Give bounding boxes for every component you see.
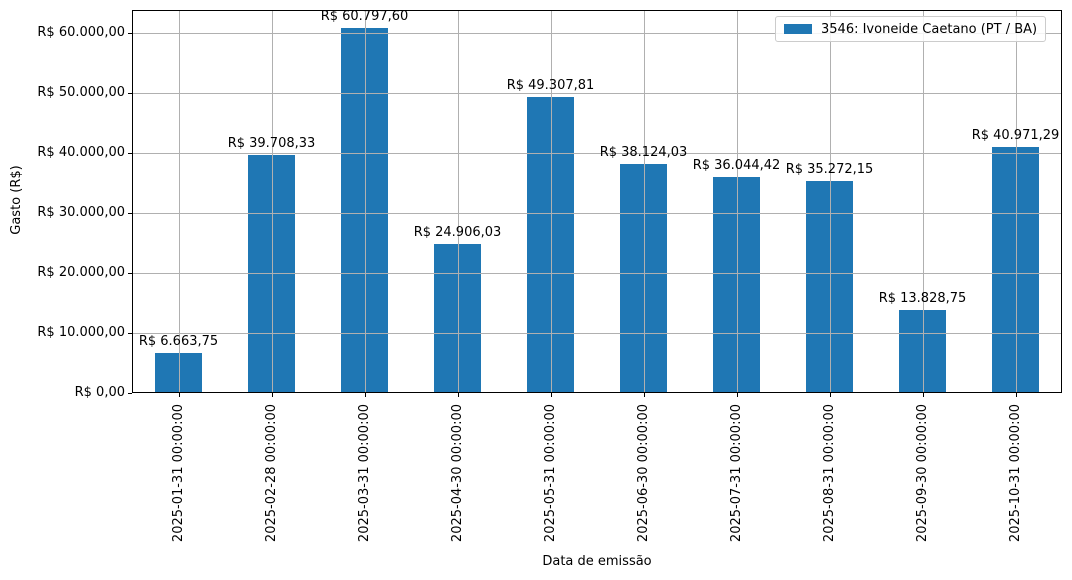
x-tick-mark — [922, 393, 924, 397]
gridline-horizontal — [132, 93, 1062, 95]
y-axis-title: Gasto (R$) — [9, 165, 24, 235]
x-tick-mark — [829, 393, 831, 397]
y-tick-mark — [128, 153, 132, 154]
y-tick-mark — [128, 93, 132, 95]
x-tick-label: 2025-02-28 00:00:00 — [263, 404, 279, 543]
bar-value-label: R$ 38.124,03 — [599, 145, 688, 161]
legend: 3546: Ivoneide Caetano (PT / BA) — [775, 16, 1047, 42]
x-tick-label: 2025-08-31 00:00:00 — [821, 404, 837, 543]
gridline-vertical — [922, 10, 924, 393]
gridline-vertical — [1015, 10, 1017, 393]
y-tick-label: R$ 0,00 — [74, 385, 125, 400]
y-tick-mark — [128, 333, 132, 334]
x-tick-mark — [178, 393, 180, 397]
bar-value-label: R$ 36.044,42 — [692, 157, 781, 173]
gridline-vertical — [736, 10, 738, 393]
legend-swatch — [784, 24, 812, 34]
x-tick-label: 2025-05-31 00:00:00 — [542, 404, 558, 543]
bar-value-label: R$ 24.906,03 — [413, 224, 502, 240]
y-tick-label: R$ 30.000,00 — [37, 205, 125, 220]
x-tick-mark — [550, 393, 552, 397]
y-tick-mark — [128, 273, 132, 274]
x-tick-label: 2025-01-31 00:00:00 — [170, 404, 186, 543]
x-axis-title: Data de emissão — [542, 554, 652, 569]
gridline-vertical — [829, 10, 831, 393]
y-tick-label: R$ 10.000,00 — [37, 325, 125, 340]
bar-value-label: R$ 40.971,29 — [971, 128, 1060, 144]
gridline-horizontal — [132, 33, 1062, 35]
x-tick-mark — [271, 393, 273, 397]
bar-value-label: R$ 60.797,60 — [320, 9, 409, 25]
x-tick-mark — [364, 393, 366, 397]
x-tick-label: 2025-06-30 00:00:00 — [635, 404, 651, 543]
gridline-horizontal — [132, 333, 1062, 334]
x-tick-mark — [643, 393, 645, 397]
x-tick-mark — [1015, 393, 1017, 397]
gridline-vertical — [364, 10, 366, 393]
gridline-vertical — [643, 10, 645, 393]
y-tick-label: R$ 50.000,00 — [37, 85, 125, 101]
gridline-vertical — [271, 10, 273, 393]
bar-value-label: R$ 6.663,75 — [138, 334, 219, 350]
y-tick-label: R$ 40.000,00 — [37, 145, 125, 160]
bar-value-label: R$ 39.708,33 — [227, 135, 316, 151]
x-tick-label: 2025-04-30 00:00:00 — [449, 404, 465, 543]
bar-value-label: R$ 13.828,75 — [878, 291, 967, 307]
bar-value-label: R$ 35.272,15 — [785, 162, 874, 178]
bar-value-label: R$ 49.307,81 — [506, 78, 595, 94]
gridline-horizontal — [132, 213, 1062, 214]
y-tick-mark — [128, 33, 132, 35]
y-tick-mark — [128, 393, 132, 394]
x-tick-mark — [457, 393, 459, 397]
y-tick-mark — [128, 213, 132, 214]
y-tick-label: R$ 60.000,00 — [37, 25, 125, 41]
gridline-vertical — [550, 10, 552, 393]
legend-label: 3546: Ivoneide Caetano (PT / BA) — [821, 21, 1038, 37]
gridline-horizontal — [132, 273, 1062, 274]
x-tick-label: 2025-10-31 00:00:00 — [1007, 404, 1023, 543]
x-tick-mark — [736, 393, 738, 397]
gridline-vertical — [178, 10, 180, 393]
gridline-horizontal — [132, 153, 1062, 154]
y-tick-label: R$ 20.000,00 — [37, 265, 125, 280]
x-tick-label: 2025-09-30 00:00:00 — [914, 404, 930, 543]
gridline-vertical — [457, 10, 459, 393]
x-tick-label: 2025-07-31 00:00:00 — [728, 404, 744, 543]
x-tick-label: 2025-03-31 00:00:00 — [356, 404, 372, 543]
